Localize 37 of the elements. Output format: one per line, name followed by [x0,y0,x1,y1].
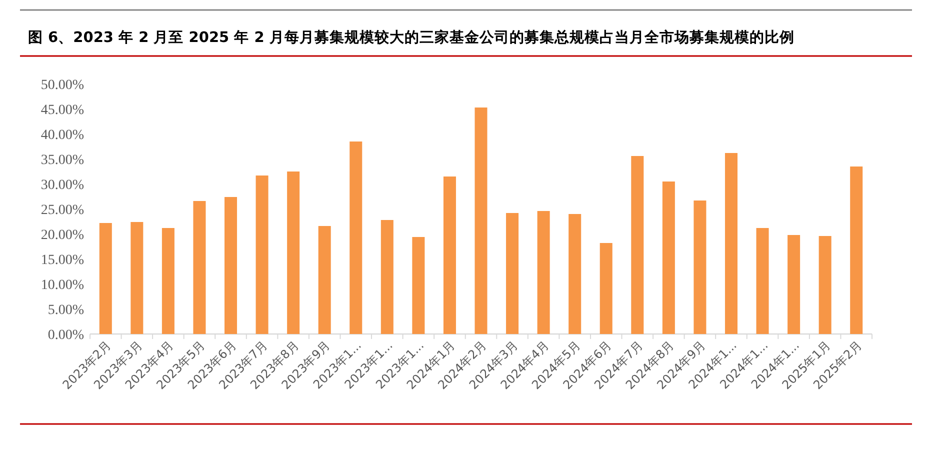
bar [350,142,362,334]
bar [506,213,519,334]
y-tick-label: 50.00% [40,78,84,93]
y-tick-label: 15.00% [40,253,84,268]
bar [318,226,331,334]
y-tick-label: 5.00% [48,303,84,318]
chart-title: 图 6、2023 年 2 月至 2025 年 2 月每月募集规模较大的三家基金公司的募集总规模占当月全市场募集规模的比例 [28,28,794,46]
bar [99,223,112,334]
y-tick-label: 10.00% [40,278,84,293]
y-tick-label: 0.00% [48,328,84,343]
bar [600,243,612,334]
bar [474,108,488,334]
bar [412,237,425,334]
y-tick-label: 30.00% [40,178,84,193]
bar [224,197,238,334]
bar [756,228,769,334]
bar [256,176,268,334]
bar [130,222,144,334]
y-tick-label: 25.00% [40,203,84,218]
bar [193,201,206,334]
bar [380,220,394,334]
y-tick-label: 20.00% [40,228,84,243]
bar [662,182,675,334]
bar [568,214,582,334]
bar [724,153,738,334]
y-tick-label: 40.00% [40,128,84,143]
bar [162,228,174,334]
bar [818,236,832,334]
bar [631,156,644,334]
bar [287,172,300,334]
bar [788,235,800,334]
bar [537,211,550,334]
y-tick-label: 35.00% [40,153,84,168]
bar [850,166,863,334]
bar [694,200,706,334]
y-tick-label: 45.00% [40,103,84,118]
bar [443,176,456,334]
